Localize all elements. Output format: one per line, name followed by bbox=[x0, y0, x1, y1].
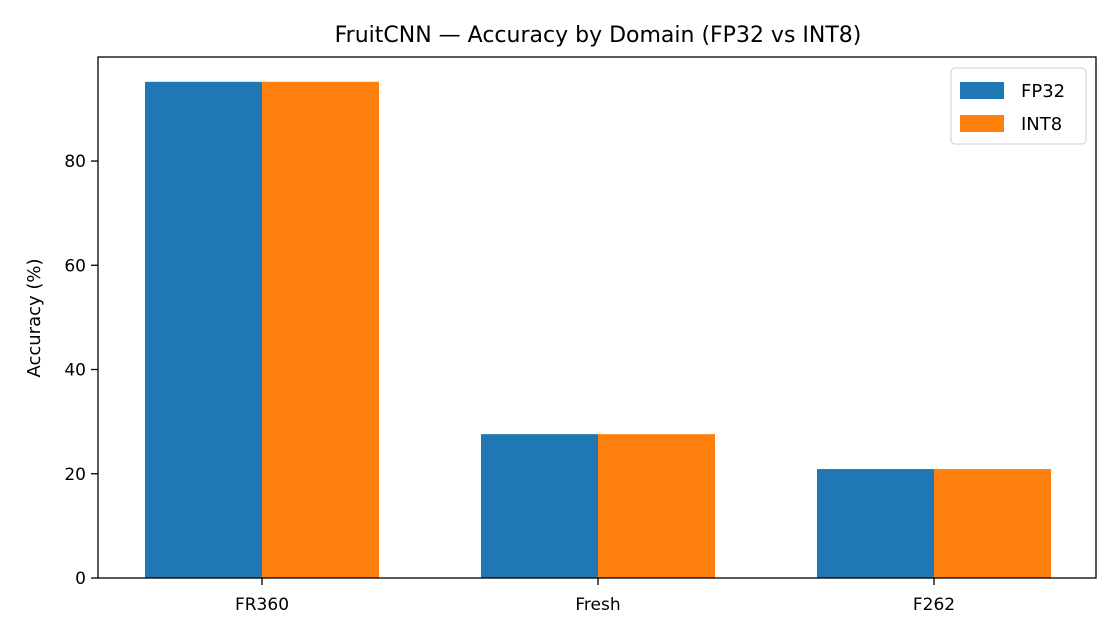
bar-fp32-fr360 bbox=[145, 81, 262, 579]
legend-swatch-int8 bbox=[960, 115, 1004, 132]
y-tick-label: 20 bbox=[64, 465, 86, 485]
chart-title: FruitCNN — Accuracy by Domain (FP32 vs I… bbox=[335, 23, 862, 48]
y-tick-label: 0 bbox=[75, 569, 86, 589]
bars-group bbox=[145, 81, 1051, 579]
x-tick-label: F262 bbox=[913, 595, 955, 615]
bar-fp32-f262 bbox=[817, 469, 934, 578]
bar-int8-f262 bbox=[934, 469, 1051, 578]
x-axis: FR360 Fresh F262 bbox=[235, 578, 955, 615]
legend: FP32 INT8 bbox=[950, 67, 1087, 145]
x-tick-label: Fresh bbox=[575, 595, 620, 615]
y-tick-label: 60 bbox=[64, 256, 86, 276]
legend-box bbox=[950, 67, 1087, 145]
y-tick-label: 40 bbox=[64, 361, 86, 381]
bar-int8-fresh bbox=[598, 434, 715, 578]
legend-label-int8: INT8 bbox=[1021, 114, 1062, 135]
bar-fp32-fresh bbox=[481, 434, 598, 578]
y-axis: 0 20 40 60 80 bbox=[64, 152, 98, 589]
bar-int8-fr360 bbox=[262, 81, 379, 579]
plot-frame bbox=[97, 56, 1097, 579]
legend-swatch-fp32 bbox=[960, 82, 1004, 99]
y-tick-label: 80 bbox=[64, 152, 86, 172]
legend-label-fp32: FP32 bbox=[1021, 81, 1065, 102]
x-tick-label: FR360 bbox=[235, 595, 289, 615]
y-axis-label: Accuracy (%) bbox=[24, 258, 45, 377]
